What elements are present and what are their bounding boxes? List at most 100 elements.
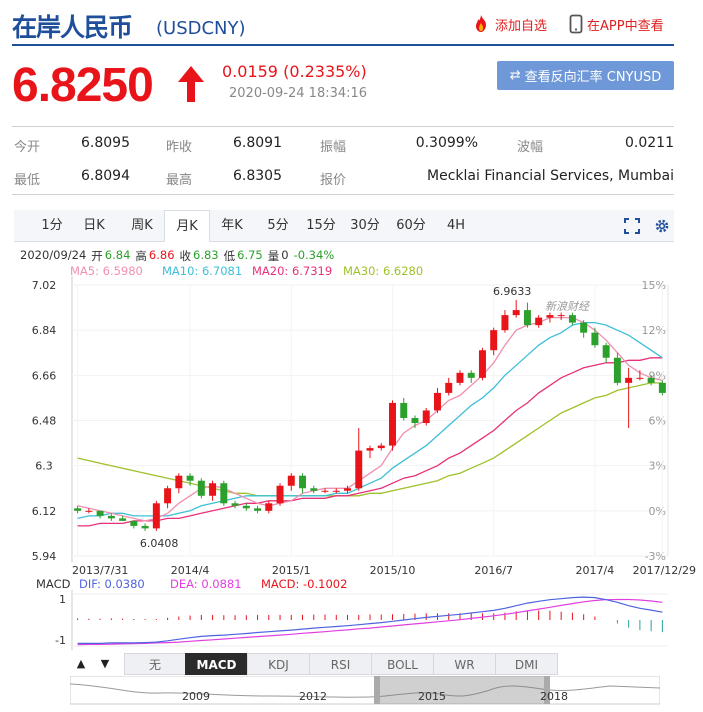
- macd-chart[interactable]: 1 -1: [0, 590, 703, 650]
- indicator-tab-dmi[interactable]: DMI: [495, 653, 558, 675]
- timeline-window[interactable]: [374, 676, 550, 704]
- candle-body: [231, 503, 239, 506]
- indicator-tab-wr[interactable]: WR: [433, 653, 496, 675]
- y-tick-label: 6.3: [35, 460, 53, 473]
- ma5-legend: MA5: 6.5980: [70, 264, 143, 278]
- reverse-rate-label: 查看反向汇率 CNYUSD: [524, 70, 662, 85]
- candle-body: [535, 317, 543, 326]
- candle-body: [422, 410, 430, 424]
- y-tick-label: 6.48: [32, 415, 57, 428]
- tab-4h[interactable]: 4H: [446, 218, 466, 233]
- candle-body: [568, 315, 576, 323]
- tab-yearly[interactable]: 年K: [221, 218, 243, 233]
- macd-dea: DEA: 0.0881: [170, 577, 242, 591]
- stat-quote-value: Mecklai Financial Services, Mumbai: [427, 168, 674, 184]
- candle-body: [299, 475, 307, 489]
- indicator-tab-macd[interactable]: MACD: [185, 653, 248, 675]
- candle-body: [625, 377, 633, 383]
- y-tick-label: 7.02: [32, 279, 57, 292]
- ma30-legend: MA30: 6.6280: [343, 264, 424, 278]
- max-price-label: 6.9633: [493, 285, 532, 298]
- y-tick-label: 6.12: [32, 505, 57, 518]
- timeline-navigator[interactable]: 2009 2012 2015 2018: [70, 676, 660, 712]
- x-tick-label: 2015/1: [272, 564, 311, 577]
- indicator-tab-none[interactable]: 无: [124, 653, 186, 675]
- tab-30min[interactable]: 30分: [350, 218, 380, 233]
- price-change: 0.0159 (0.2335%): [222, 62, 367, 81]
- candle-body: [636, 377, 644, 379]
- x-tick-label: 2015/10: [370, 564, 416, 577]
- info-open-label: 开: [91, 249, 103, 263]
- settings-icon[interactable]: [654, 218, 670, 234]
- x-tick-label: 2013/7/31: [72, 564, 128, 577]
- candle-body: [523, 310, 531, 326]
- candle-body: [209, 483, 217, 496]
- candle-body: [175, 475, 183, 489]
- add-favorite-button[interactable]: 添加自选: [471, 14, 547, 34]
- y-tick-label: 6.84: [32, 324, 57, 337]
- up-arrow-icon: [178, 66, 204, 102]
- ma30-line: [77, 382, 663, 497]
- header-divider: [12, 44, 674, 46]
- indicator-tabs: 无 MACD KDJ RSI BOLL WR DMI: [124, 653, 558, 675]
- candle-body: [602, 345, 610, 358]
- timeline-year-label: 2018: [540, 690, 568, 703]
- macd-dif: DIF: 0.0380: [79, 577, 145, 591]
- candle-body: [490, 330, 498, 351]
- candle-body: [456, 372, 464, 383]
- pct-tick-label: 12%: [642, 324, 666, 337]
- candle-body: [287, 475, 295, 486]
- pct-tick-label: 6%: [649, 415, 666, 428]
- x-tick-label: 2014/4: [171, 564, 210, 577]
- stat-amplitude-label: 振幅: [320, 140, 347, 155]
- info-low-label: 低: [223, 249, 236, 263]
- tab-1min[interactable]: 1分: [41, 218, 63, 233]
- candle-body: [433, 392, 441, 411]
- watermark: 新浪财经: [545, 300, 590, 313]
- nav-down-button[interactable]: ▼: [100, 657, 110, 670]
- stat-range-label: 波幅: [517, 140, 544, 155]
- tab-60min[interactable]: 60分: [396, 218, 426, 233]
- info-pct: -0.34%: [293, 248, 335, 262]
- tab-daily[interactable]: 日K: [83, 218, 105, 233]
- reverse-rate-button[interactable]: ⇄ 查看反向汇率 CNYUSD: [497, 61, 674, 90]
- info-vol-label: 量: [267, 249, 280, 263]
- candle-body: [332, 490, 340, 492]
- ma10-legend: MA10: 6.7081: [162, 264, 243, 278]
- timeline-right-handle[interactable]: [544, 676, 550, 704]
- candle-body: [85, 510, 93, 512]
- tab-weekly[interactable]: 周K: [131, 218, 153, 233]
- candle-body: [478, 350, 486, 378]
- stat-range-value: 0.0211: [625, 135, 674, 151]
- tab-monthly[interactable]: 月K: [164, 210, 210, 242]
- indicator-tab-rsi[interactable]: RSI: [309, 653, 372, 675]
- min-price-label: 6.0408: [140, 537, 179, 550]
- y-tick-label: 6.66: [32, 369, 57, 382]
- candle-body: [512, 310, 520, 316]
- x-tick-label: 2016/7: [474, 564, 513, 577]
- candle-body: [321, 490, 329, 492]
- candle-body: [344, 488, 351, 491]
- view-in-app-button[interactable]: 在APP中查看: [569, 14, 664, 34]
- candle-body: [220, 483, 228, 504]
- indicator-tab-kdj[interactable]: KDJ: [247, 653, 310, 675]
- tab-15min[interactable]: 15分: [306, 218, 336, 233]
- ma10-line: [77, 321, 663, 520]
- current-price: 6.8250: [12, 59, 154, 112]
- info-high-label: 高: [135, 249, 147, 263]
- candle-body: [186, 475, 194, 481]
- info-open: 6.84: [104, 248, 131, 262]
- indicator-tab-boll[interactable]: BOLL: [371, 653, 434, 675]
- dif-line: [77, 596, 663, 644]
- price-chart[interactable]: 7.026.846.666.486.36.125.9415%12%9%6%3%0…: [0, 276, 703, 578]
- timeline-year-label: 2009: [182, 690, 210, 703]
- nav-up-button[interactable]: ▲: [76, 657, 86, 670]
- timeline-left-handle[interactable]: [374, 676, 380, 704]
- timeline-year-label: 2012: [299, 690, 327, 703]
- dea-line: [77, 598, 663, 646]
- info-low: 6.75: [237, 248, 263, 262]
- fullscreen-icon[interactable]: [624, 218, 640, 234]
- tab-5min[interactable]: 5分: [267, 218, 289, 233]
- stat-prev-close-label: 昨收: [166, 140, 193, 155]
- candle-body: [647, 377, 655, 383]
